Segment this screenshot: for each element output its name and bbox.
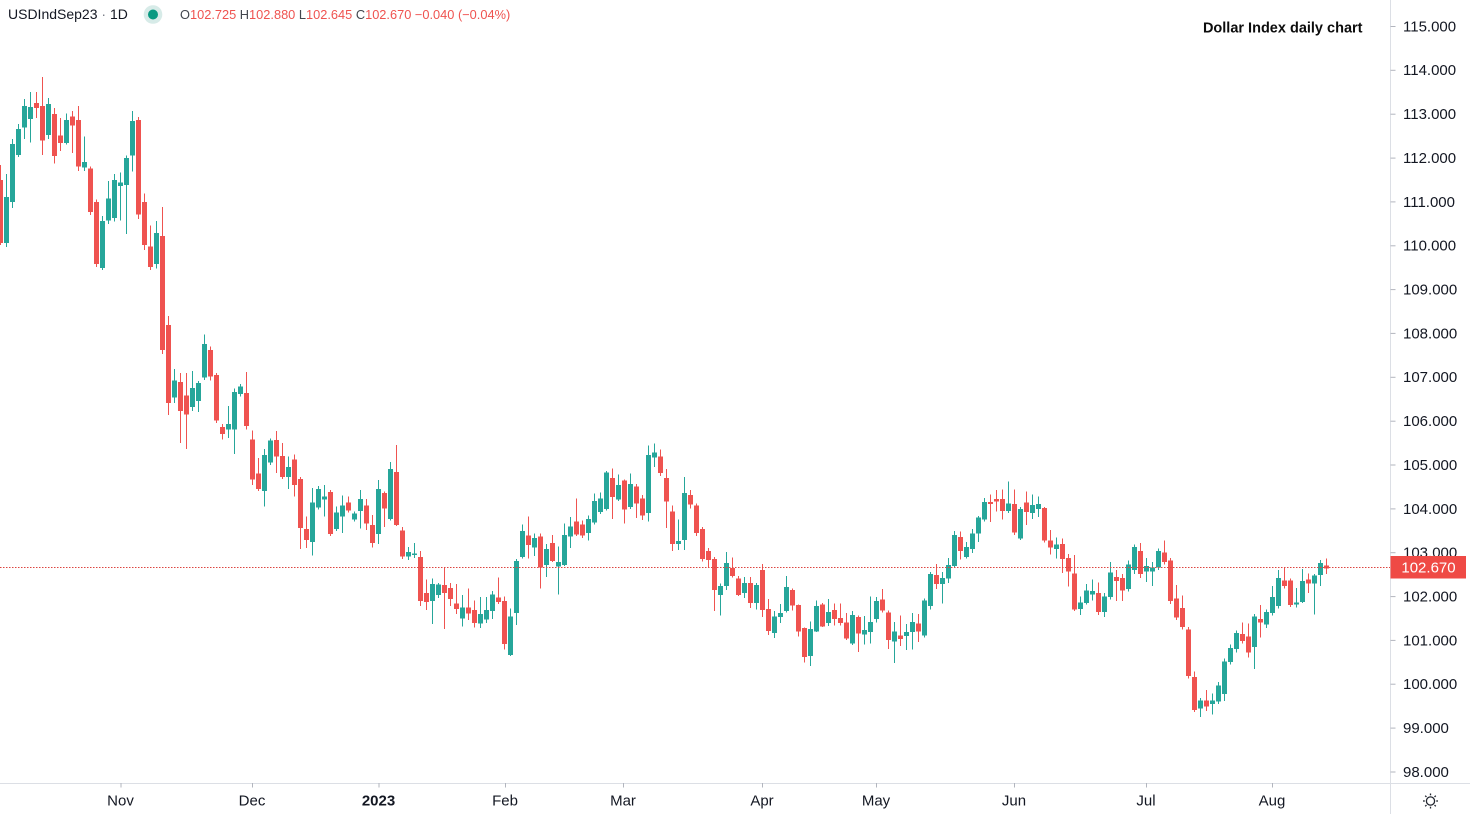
svg-text:Dollar Index daily chart: Dollar Index daily chart [1203,21,1363,37]
svg-text:109.000: 109.000 [1403,282,1457,299]
svg-text:2023: 2023 [362,793,395,810]
svg-text:98.000: 98.000 [1403,764,1449,781]
svg-text:112.000: 112.000 [1403,150,1456,167]
svg-text:Nov: Nov [107,793,134,810]
svg-text:Feb: Feb [492,793,518,810]
svg-text:Aug: Aug [1259,793,1286,810]
svg-text:110.000: 110.000 [1403,238,1456,255]
svg-text:100.000: 100.000 [1403,676,1457,693]
svg-text:115.000: 115.000 [1403,18,1456,35]
svg-text:101.000: 101.000 [1403,632,1457,649]
svg-text:Dec: Dec [239,793,266,810]
svg-text:102.000: 102.000 [1403,589,1457,606]
svg-text:99.000: 99.000 [1403,720,1449,737]
svg-text:114.000: 114.000 [1403,62,1456,79]
svg-text:May: May [862,793,891,810]
svg-text:O102.725 H102.880 L102.645 C10: O102.725 H102.880 L102.645 C102.670 −0.0… [180,7,510,22]
svg-text:Jun: Jun [1002,793,1026,810]
svg-text:107.000: 107.000 [1403,369,1457,386]
svg-text:102.670: 102.670 [1401,560,1455,577]
svg-text:104.000: 104.000 [1403,501,1457,518]
svg-text:USDIndSep23 · 1D: USDIndSep23 · 1D [8,6,128,22]
svg-text:113.000: 113.000 [1403,106,1456,123]
svg-text:Jul: Jul [1136,793,1155,810]
svg-text:111.000: 111.000 [1403,194,1455,211]
svg-text:Mar: Mar [610,793,636,810]
svg-text:105.000: 105.000 [1403,457,1457,474]
svg-text:Apr: Apr [750,793,773,810]
svg-text:106.000: 106.000 [1403,413,1457,430]
svg-text:108.000: 108.000 [1403,325,1457,342]
